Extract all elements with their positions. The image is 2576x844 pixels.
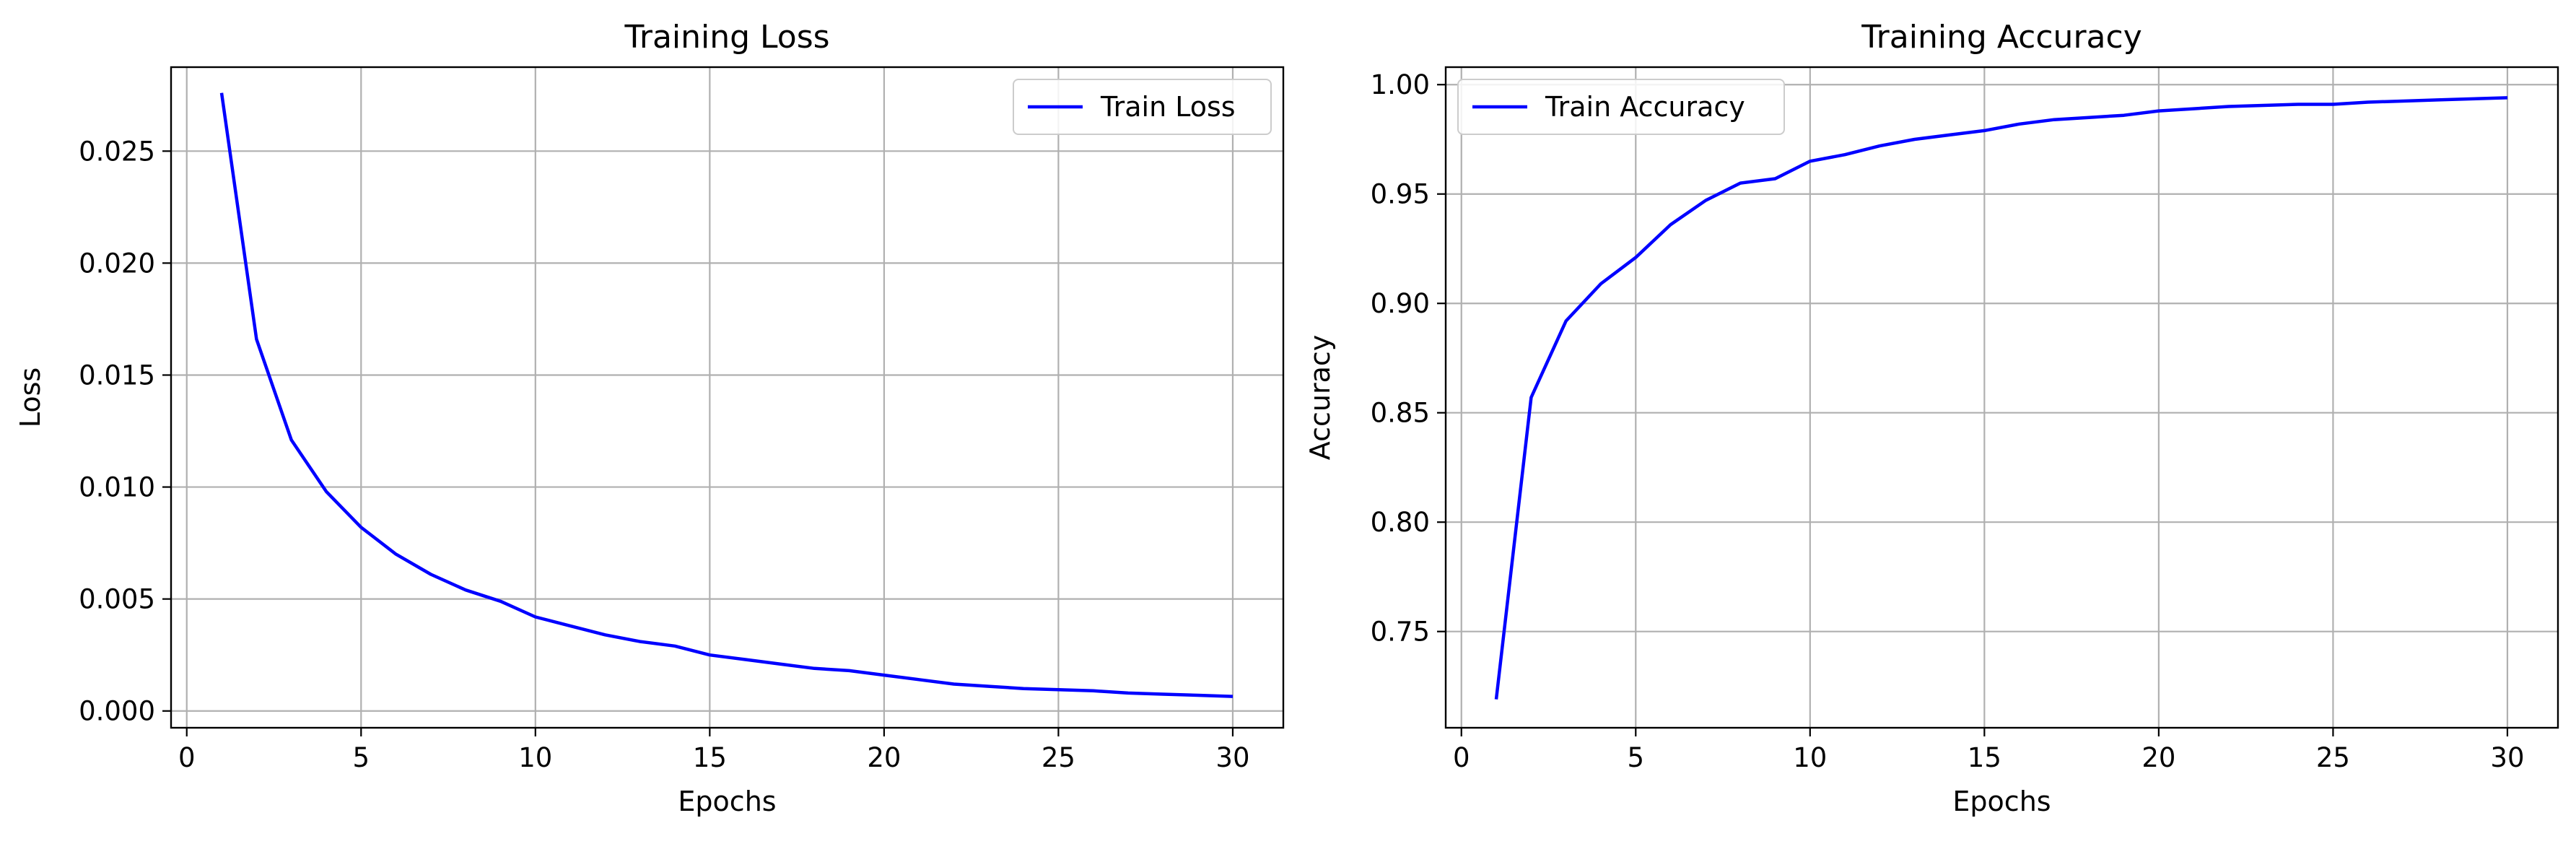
legend-label: Train Accuracy [1545, 91, 1745, 123]
y-tick-label: 0.025 [79, 136, 155, 167]
y-tick-label: 0.85 [1371, 398, 1430, 429]
y-tick-label: 0.75 [1371, 617, 1430, 648]
x-tick-label: 30 [1215, 742, 1249, 773]
axes-frame [170, 66, 1285, 729]
x-axis-label: Epochs [1952, 786, 2051, 817]
x-tick-label: 20 [2141, 742, 2175, 773]
y-axis-label: Accuracy [1304, 335, 1336, 461]
y-tick-label: 0.80 [1371, 507, 1430, 538]
y-tick-label: 0.90 [1371, 288, 1430, 319]
x-tick-label: 25 [2316, 742, 2350, 773]
y-tick-label: 0.015 [79, 360, 155, 391]
legend: Train Accuracy [1457, 79, 1785, 135]
y-axis-label: Loss [14, 367, 46, 427]
y-tick-label: 0.95 [1371, 179, 1430, 210]
series-line [1494, 96, 2508, 700]
legend-label: Train Loss [1100, 91, 1236, 123]
y-tick-label: 0.010 [79, 472, 155, 503]
chart-title: Training Accuracy [1861, 19, 2141, 56]
x-tick-label: 5 [353, 742, 370, 773]
x-tick-label: 15 [693, 742, 727, 773]
axes-frame [1444, 66, 2559, 729]
x-tick-label: 20 [867, 742, 901, 773]
legend: Train Loss [1013, 79, 1272, 135]
x-tick-label: 30 [2490, 742, 2524, 773]
chart-accuracy: 0 5 10 15 20 25 30 0.75 0.80 0.85 0.90 0.95 1.00 Trai… [1304, 19, 2559, 817]
x-tick-label: 10 [1793, 742, 1827, 773]
x-tick-label: 0 [178, 742, 196, 773]
x-axis-label: Epochs [678, 786, 776, 817]
legend-box [1457, 79, 1785, 135]
x-tick-label: 10 [518, 742, 552, 773]
chart-title: Training Loss [624, 19, 829, 56]
y-tick-label: 0.020 [79, 248, 155, 279]
y-tick-label: 1.00 [1371, 69, 1430, 100]
series-line [219, 92, 1234, 698]
y-tick-label: 0.000 [79, 696, 155, 727]
y-tick-label: 0.005 [79, 584, 155, 615]
x-tick-label: 15 [1968, 742, 2001, 773]
chart-loss: 0 5 10 15 20 25 30 0.000 0.005 0.010 0.015 0.020 0.0… [14, 19, 1285, 817]
x-tick-label: 5 [1628, 742, 1645, 773]
x-tick-label: 25 [1042, 742, 1075, 773]
x-tick-label: 0 [1453, 742, 1470, 773]
legend-box [1013, 79, 1272, 135]
